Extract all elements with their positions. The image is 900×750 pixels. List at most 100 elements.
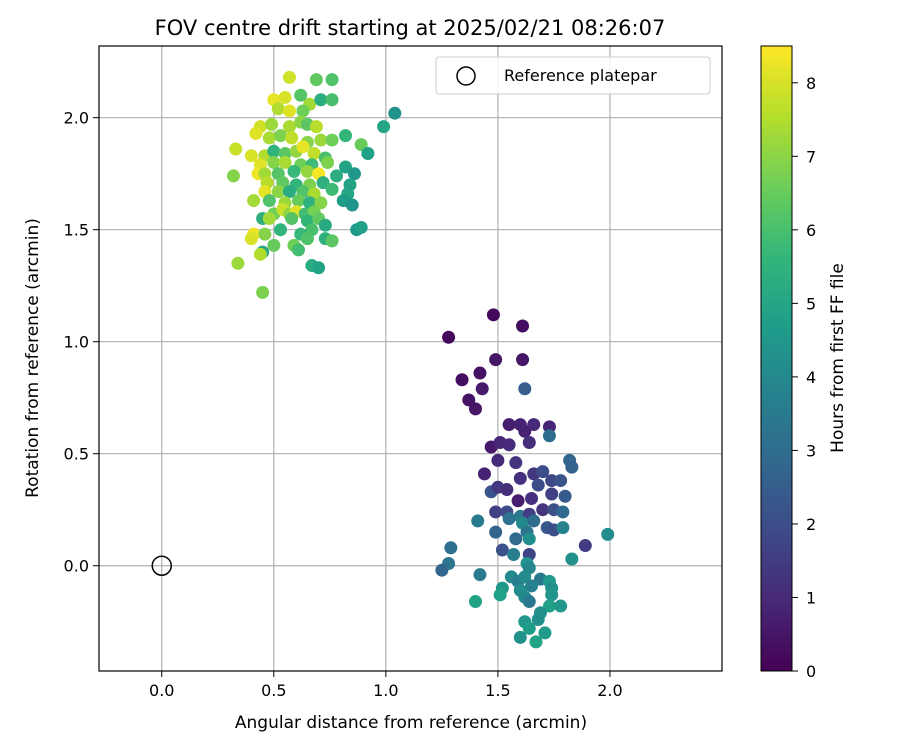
scatter-point — [527, 418, 541, 432]
scatter-point — [325, 133, 339, 147]
scatter-point — [278, 91, 292, 105]
colorbar-tick-label: 7 — [806, 147, 816, 166]
scatter-point — [502, 438, 516, 452]
scatter-point — [229, 142, 243, 156]
scatter-point — [518, 570, 532, 584]
scatter-point — [489, 353, 503, 367]
scatter-point — [493, 588, 507, 602]
scatter-point — [271, 102, 285, 116]
scatter-point — [274, 129, 288, 143]
scatter-point — [542, 429, 556, 443]
scatter-point — [545, 588, 559, 602]
scatter-point — [522, 595, 536, 609]
scatter-points — [226, 70, 615, 649]
x-tick-label: 2.0 — [597, 681, 622, 700]
scatter-point — [516, 353, 530, 367]
scatter-point — [296, 104, 310, 118]
legend-box — [435, 56, 711, 95]
scatter-point — [231, 256, 245, 270]
scatter-point — [495, 543, 509, 557]
scatter-point — [345, 198, 359, 212]
scatter-point — [312, 261, 326, 275]
scatter-point — [282, 185, 296, 199]
scatter-point — [442, 330, 456, 344]
scatter-point — [522, 532, 536, 546]
scatter-point — [274, 223, 288, 237]
x-tick-label: 0.5 — [261, 681, 286, 700]
scatter-point — [316, 176, 330, 190]
scatter-point — [491, 453, 505, 467]
scatter-point — [256, 285, 270, 299]
scatter-point — [282, 120, 296, 134]
colorbar-tick-label: 4 — [806, 368, 816, 387]
plot-frame — [98, 45, 723, 672]
scatter-point — [538, 626, 552, 640]
scatter-point — [473, 568, 487, 582]
scatter-point — [309, 73, 323, 87]
y-tick-label: 2.0 — [64, 109, 89, 128]
scatter-point — [542, 599, 556, 613]
scatter-point — [527, 514, 541, 528]
scatter-point — [509, 456, 523, 470]
scatter-point — [554, 474, 568, 488]
scatter-point — [513, 630, 527, 644]
scatter-point — [529, 635, 543, 649]
scatter-point — [518, 382, 532, 396]
y-axis-label: Rotation from reference (arcmin) — [23, 218, 43, 498]
x-axis-ticks: 0.0 0.5 1.0 1.5 2.0 — [149, 671, 623, 700]
scatter-point — [554, 599, 568, 613]
scatter-point — [285, 131, 299, 145]
scatter-point — [525, 579, 539, 593]
colorbar — [760, 45, 793, 672]
scatter-point — [307, 147, 321, 161]
y-tick-label: 1.0 — [64, 333, 89, 352]
colorbar-tick-label: 3 — [806, 441, 816, 460]
scatter-point — [291, 243, 305, 257]
scatter-point — [536, 503, 550, 517]
scatter-point — [330, 169, 344, 183]
scatter-point — [318, 218, 332, 232]
scatter-point — [468, 402, 482, 416]
scatter-point — [339, 160, 353, 174]
colorbar-tick-label: 6 — [806, 221, 816, 240]
scatter-point — [486, 308, 500, 322]
scatter-point — [536, 465, 550, 479]
scatter-point — [556, 505, 570, 519]
scatter-point — [282, 70, 296, 84]
scatter-point — [516, 319, 530, 333]
scatter-point — [531, 478, 545, 492]
scatter-point — [435, 563, 449, 577]
scatter-point — [271, 185, 285, 199]
scatter-point — [377, 120, 391, 134]
scatter-point — [502, 512, 516, 526]
scatter-point — [556, 521, 570, 535]
scatter-point — [267, 238, 281, 252]
y-tick-label: 0.0 — [64, 557, 89, 576]
scatter-point — [285, 211, 299, 225]
colorbar-ticks: 0 1 2 3 4 5 6 7 8 — [792, 74, 816, 681]
scatter-point — [325, 73, 339, 87]
scatter-point — [294, 88, 308, 102]
scatter-point — [545, 487, 559, 501]
scatter-point — [578, 539, 592, 553]
scatter-point — [509, 532, 523, 546]
scatter-point — [300, 164, 314, 178]
scatter-point — [542, 420, 556, 434]
scatter-point — [265, 117, 279, 131]
scatter-point — [462, 393, 476, 407]
scatter-point — [511, 494, 525, 508]
scatter-point — [244, 232, 258, 246]
x-axis-label: Angular distance from reference (arcmin) — [235, 713, 587, 733]
scatter-point — [278, 155, 292, 169]
colorbar-tick-label: 1 — [806, 588, 816, 607]
scatter-point — [455, 373, 469, 387]
scatter-point — [267, 144, 281, 158]
scatter-point — [262, 131, 276, 145]
scatter-point — [226, 169, 240, 183]
scatter-point — [477, 467, 491, 481]
scatter-point — [296, 140, 310, 154]
scatter-point — [545, 474, 559, 488]
reference-platepar-marker — [151, 555, 172, 576]
